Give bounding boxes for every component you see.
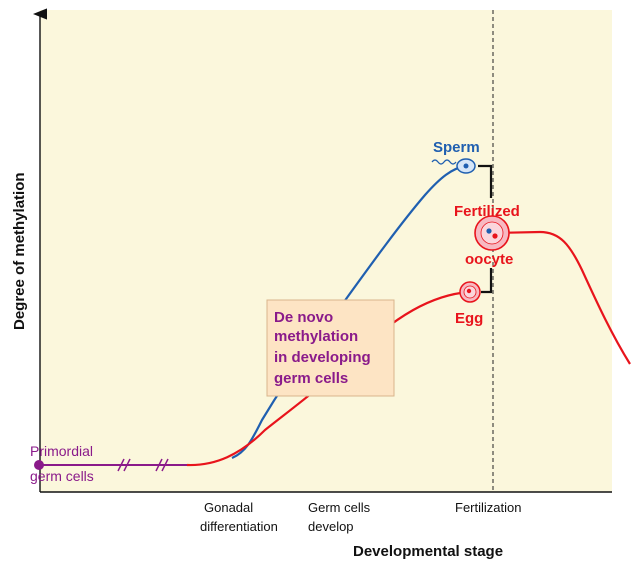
plot-background	[40, 10, 612, 492]
fertilized-label-line-2: oocyte	[465, 251, 513, 268]
sperm-label: Sperm	[433, 139, 480, 156]
sperm-cell-icon	[431, 158, 476, 174]
egg-connector	[481, 268, 493, 294]
callout-line-1: De novo	[274, 309, 333, 326]
egg-cell-icon	[459, 281, 481, 303]
primordial-label-line-2: germ cells	[30, 468, 94, 484]
callout-box	[266, 299, 395, 397]
tick-gonadal-line-1: Gonadal	[204, 500, 253, 515]
primordial-label-line-1: Primordial	[30, 443, 93, 459]
callout-line-3: in developing	[274, 349, 371, 366]
egg-label: Egg	[455, 310, 483, 327]
x-axis-label: Developmental stage	[353, 543, 503, 560]
embryo-demethylation-curve	[492, 230, 631, 365]
sperm-connector	[478, 164, 493, 198]
y-axis-label: Degree of methylation	[11, 172, 28, 330]
fertilized-oocyte-icon	[474, 215, 510, 251]
tick-fertilization: Fertilization	[455, 500, 521, 515]
primordial-cell-dot	[34, 460, 44, 470]
callout-line-2: methylation	[274, 328, 358, 345]
tick-germ-line-2: develop	[308, 519, 354, 534]
fertilized-label-line-1: Fertilized	[454, 203, 520, 220]
callout-line-4: germ cells	[274, 370, 348, 387]
axis-break-1	[117, 458, 131, 472]
axis-break-2	[155, 458, 169, 472]
tick-gonadal-line-2: differentiation	[200, 519, 278, 534]
tick-germ-line-1: Germ cells	[308, 500, 371, 515]
